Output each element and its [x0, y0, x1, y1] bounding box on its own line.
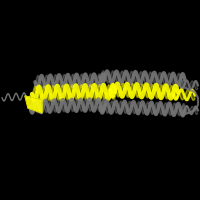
Polygon shape: [25, 96, 42, 113]
